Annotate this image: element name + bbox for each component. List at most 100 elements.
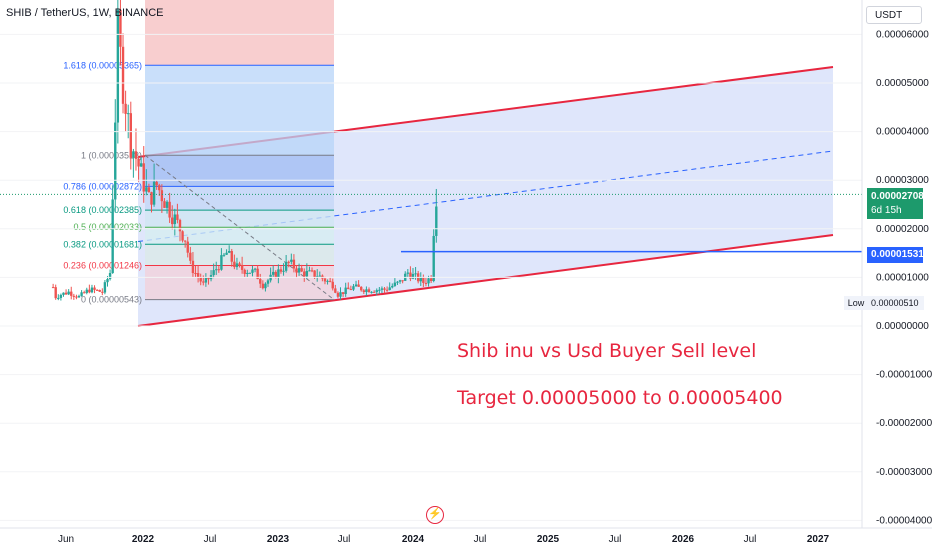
candle-body [235, 263, 239, 268]
candle-body [372, 291, 376, 293]
candle-body [388, 287, 391, 290]
candle-body [411, 273, 415, 279]
candle-body [243, 269, 246, 274]
candle-body [152, 181, 156, 205]
x-axis-tick-label: Jul [744, 534, 757, 545]
candle-body [292, 259, 296, 269]
y-axis-tick-label: 0.00006000 [876, 29, 929, 40]
candle-body [328, 280, 332, 282]
fib-level-label: 0.5 (0.00002033) [73, 222, 142, 232]
y-axis-tick-label: -0.00002000 [876, 418, 932, 429]
candle-body [240, 264, 244, 270]
annotation-headline: Shib inu vs Usd Buyer Sell level [457, 340, 757, 362]
candle-body [360, 286, 363, 291]
candle-body [290, 259, 293, 262]
candle-body [334, 288, 337, 293]
candle-body [189, 252, 192, 261]
candle-body [147, 187, 151, 193]
candle-body [308, 270, 311, 272]
fib-trend-line [144, 154, 335, 301]
candle-body [165, 201, 169, 208]
candle-body [370, 291, 373, 293]
fibonacci-retracement: 1.618 (0.00005365) 1 (0.00003513) 0.786 (0… [63, 0, 334, 305]
candle-body [139, 163, 143, 167]
candle-body [259, 279, 262, 284]
candle-body [277, 269, 280, 278]
candle-body [134, 151, 138, 159]
candle-body [282, 270, 285, 272]
candle-body [217, 269, 221, 271]
candle-body [64, 292, 68, 295]
currency-unit-button[interactable]: USDT [866, 6, 922, 24]
candle-body [54, 287, 57, 299]
fib-level-label: 0.786 (0.00002872) [63, 181, 142, 191]
candle-body [435, 206, 438, 236]
last-price-badge: 0.00002708 6d 15h [867, 188, 924, 219]
candle-body [199, 277, 202, 282]
candle-body [233, 261, 236, 268]
candle-body [108, 273, 112, 280]
fib-level-label: 1.618 (0.00005365) [63, 60, 142, 70]
candle-body [75, 296, 78, 298]
fib-level-label: 0 (0.00000543) [81, 295, 142, 305]
candle-body [93, 287, 96, 290]
candle-body [132, 151, 135, 158]
last-price: 0.00002708 [871, 191, 924, 202]
low-label: Low [844, 296, 868, 310]
candle-body [248, 272, 252, 274]
candle-body [111, 199, 114, 274]
y-axis-tick-label: -0.00004000 [876, 515, 932, 526]
y-axis-tick-label: 0.00003000 [876, 175, 929, 186]
candle-body [323, 278, 327, 282]
candle-body [367, 289, 371, 293]
candle-body [401, 280, 404, 282]
fib-zone [145, 186, 334, 211]
candle-body [168, 201, 171, 218]
y-axis-tick-label: -0.00001000 [876, 370, 932, 381]
y-axis-tick-label: 0.00002000 [876, 224, 929, 235]
fib-level-label: 1 (0.00003513) [81, 150, 142, 160]
candle-body [385, 289, 389, 291]
trend-lines [144, 154, 335, 301]
candle-body [88, 289, 91, 293]
candle-body [176, 214, 179, 220]
candle-body [303, 271, 306, 277]
candle-body [383, 288, 386, 290]
y-axis-tick-label: 0.00005000 [876, 78, 929, 89]
candle-body [300, 268, 303, 272]
candle-body [352, 286, 355, 290]
candle-body [253, 268, 257, 270]
candle-body [246, 272, 249, 274]
bar-countdown: 6d 15h [871, 205, 902, 216]
candle-body [341, 292, 345, 295]
candle-body [297, 268, 301, 273]
candle-body [127, 113, 130, 115]
candle-body [380, 288, 384, 290]
candle-body [271, 271, 275, 275]
candle-body [398, 280, 402, 282]
candle-body [158, 185, 161, 191]
candle-body [101, 291, 104, 293]
tradingview-logo-icon[interactable]: ⚡ [426, 506, 444, 524]
candle-body [279, 269, 283, 272]
candle-body [251, 269, 254, 273]
candle-body [202, 281, 205, 283]
candle-body [51, 287, 55, 289]
candle-body [264, 283, 267, 289]
candle-body [295, 268, 298, 273]
candle-body [137, 158, 140, 167]
candle-body [116, 9, 120, 123]
candle-body [171, 217, 174, 225]
candle-body [82, 292, 86, 294]
candle-body [119, 9, 122, 47]
fib-zone [145, 65, 334, 156]
candle-body [227, 251, 231, 253]
x-axis-tick-label: 2026 [672, 534, 695, 545]
candle-body [103, 282, 107, 293]
candle-body [347, 287, 350, 290]
candle-body [349, 289, 353, 291]
candle-body [362, 290, 366, 293]
x-axis-tick-label: Jul [204, 534, 217, 545]
candle-body [173, 214, 177, 225]
